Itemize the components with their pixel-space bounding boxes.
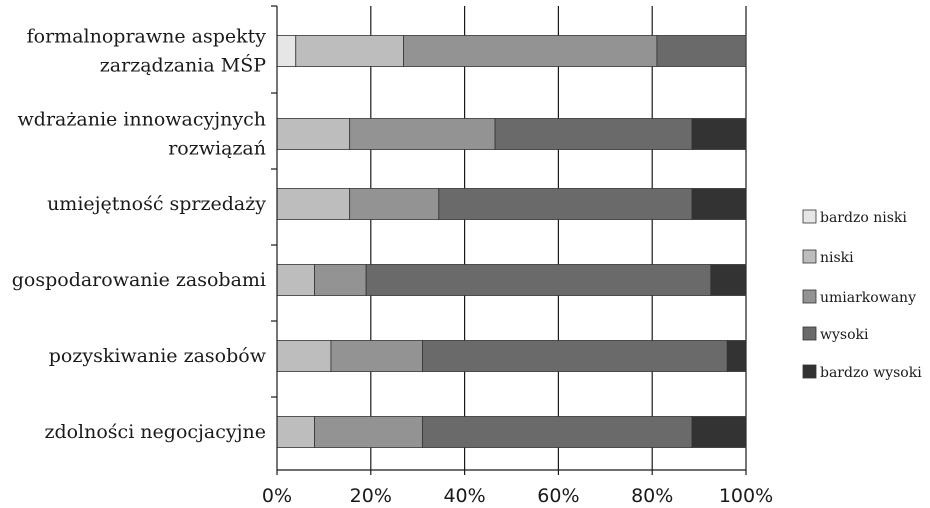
x-tick-label-1: 20% [350, 485, 392, 507]
x-tick-label-3: 60% [537, 485, 579, 507]
x-tick-label-5: 100% [719, 485, 773, 507]
category-label-4: pozyskiwanie zasobów [49, 345, 267, 367]
legend-swatch-0 [802, 209, 817, 224]
bar-segment-5-2 [314, 416, 423, 448]
x-tick-label-0: 0% [262, 485, 292, 507]
legend-swatch-2 [802, 289, 817, 304]
legend-label-3: wysoki [820, 327, 869, 343]
legend-swatch-1 [802, 249, 817, 264]
bars [276, 35, 747, 448]
legend: bardzo niski niski umiarkowany wysoki bardzo… [802, 209, 922, 381]
legend-label-2: umiarkowany [820, 290, 916, 306]
bar-segment-5-3 [421, 416, 693, 448]
bar-segment-1-1 [276, 118, 351, 150]
category-label-2: umiejętność sprzedaży [47, 193, 266, 215]
bar-segment-4-3 [421, 340, 728, 372]
bar-segment-0-3 [656, 35, 747, 67]
category-label-1-line-0: wdrażanie innowacyjnych [18, 109, 266, 131]
category-label-0-line-1: zarządzania MŚP [100, 54, 266, 77]
bar-segment-2-3 [438, 188, 693, 220]
category-label-0-line-0: formalnoprawne aspekty [27, 26, 267, 48]
bar-segment-4-1 [276, 340, 332, 372]
bar-segment-2-2 [349, 188, 440, 220]
category-labels: formalnoprawne aspekty zarządzania MŚP wdr… [12, 26, 267, 444]
bar-segment-0-0 [276, 35, 297, 67]
bar-segment-1-4 [691, 118, 747, 150]
bar-segment-2-4 [691, 188, 747, 220]
bar-segment-4-4 [726, 340, 747, 372]
bar-segment-2-1 [276, 188, 351, 220]
bar-segment-3-3 [365, 264, 712, 296]
x-tick-label-2: 40% [443, 485, 485, 507]
legend-swatch-4 [802, 364, 817, 379]
legend-label-4: bardzo wysoki [820, 365, 922, 381]
legend-swatch-3 [802, 326, 817, 341]
bar-segment-0-2 [403, 35, 658, 67]
x-tick-label-4: 80% [631, 485, 673, 507]
category-label-5: zdolności negocjacyjne [44, 421, 266, 443]
category-label-3: gospodarowanie zasobami [12, 269, 266, 291]
bar-segment-1-3 [494, 118, 693, 150]
axes [271, 5, 747, 475]
bar-segment-3-2 [314, 264, 367, 296]
gridlines [370, 6, 747, 470]
x-tick-labels: 0% 20% 40% 60% 80% 100% [262, 485, 773, 507]
bar-segment-5-1 [276, 416, 315, 448]
bar-segment-1-2 [349, 118, 496, 150]
bar-segment-5-4 [691, 416, 747, 448]
legend-label-1: niski [820, 250, 854, 266]
category-label-1-line-1: rozwiązań [168, 138, 266, 160]
bar-segment-0-1 [295, 35, 405, 67]
bar-segment-3-4 [710, 264, 747, 296]
bar-segment-4-2 [330, 340, 423, 372]
legend-label-0: bardzo niski [820, 210, 907, 226]
bar-segment-3-1 [276, 264, 315, 296]
